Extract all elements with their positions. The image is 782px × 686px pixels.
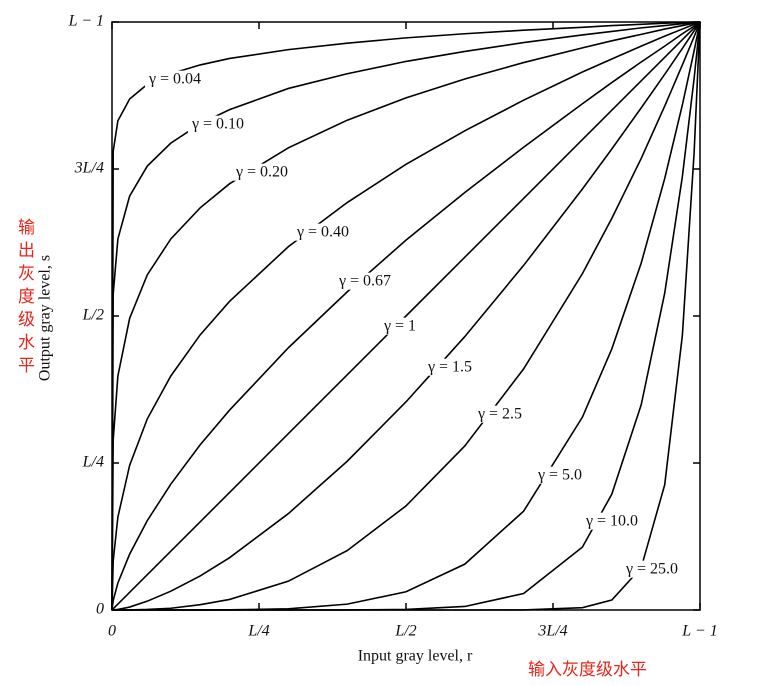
label-background: [423, 358, 476, 376]
gamma-curve: [111, 21, 701, 611]
label-background: [144, 70, 205, 88]
label-background: [292, 223, 353, 241]
y-tick-label: 0: [96, 601, 104, 618]
y-tick-label: L − 1: [68, 13, 104, 30]
x-axis-label: Input gray level, r: [358, 648, 473, 665]
gamma-curve: [111, 21, 701, 611]
series-label: γ = 1: [383, 318, 416, 335]
series-label: γ = 0.40: [296, 224, 349, 241]
label-background: [533, 466, 586, 484]
series-label: γ = 1.5: [427, 359, 472, 376]
label-background: [334, 272, 395, 290]
series-label: γ = 0.04: [148, 71, 201, 88]
annotation: 输出灰度级水平: [14, 218, 34, 379]
x-tick-label: L/2: [394, 623, 416, 640]
gamma-curve: [111, 21, 701, 611]
label-background: [473, 405, 526, 423]
y-tick-label: L/4: [82, 454, 104, 471]
annotation: 输入灰度级水平: [528, 660, 647, 680]
series-label: γ = 5.0: [537, 467, 582, 484]
series-label: γ = 0.20: [235, 164, 288, 181]
gamma-curve: [111, 21, 700, 611]
y-tick-label: L/2: [82, 307, 104, 324]
y-axis-label: Output gray level, s: [37, 255, 54, 381]
series-label: γ = 0.10: [191, 116, 244, 133]
series-label: γ = 0.67: [338, 273, 391, 290]
label-background: [621, 560, 682, 578]
series-label: γ = 2.5: [477, 406, 522, 423]
x-tick-label: 0: [108, 623, 116, 640]
label-background: [187, 115, 248, 133]
series-label: γ = 10.0: [585, 513, 638, 530]
y-tick-label: 3L/4: [74, 160, 104, 177]
x-tick-label: L − 1: [681, 623, 717, 640]
gamma-curve: [112, 21, 701, 611]
label-background: [379, 317, 420, 335]
label-background: [581, 512, 642, 530]
series-label: γ = 25.0: [625, 561, 678, 578]
label-background: [231, 163, 292, 181]
x-tick-label: L/4: [247, 623, 269, 640]
gamma-curve: [111, 21, 701, 611]
x-tick-label: 3L/4: [537, 623, 567, 640]
gamma-curve: [112, 21, 701, 611]
gamma-curve: [111, 21, 701, 611]
